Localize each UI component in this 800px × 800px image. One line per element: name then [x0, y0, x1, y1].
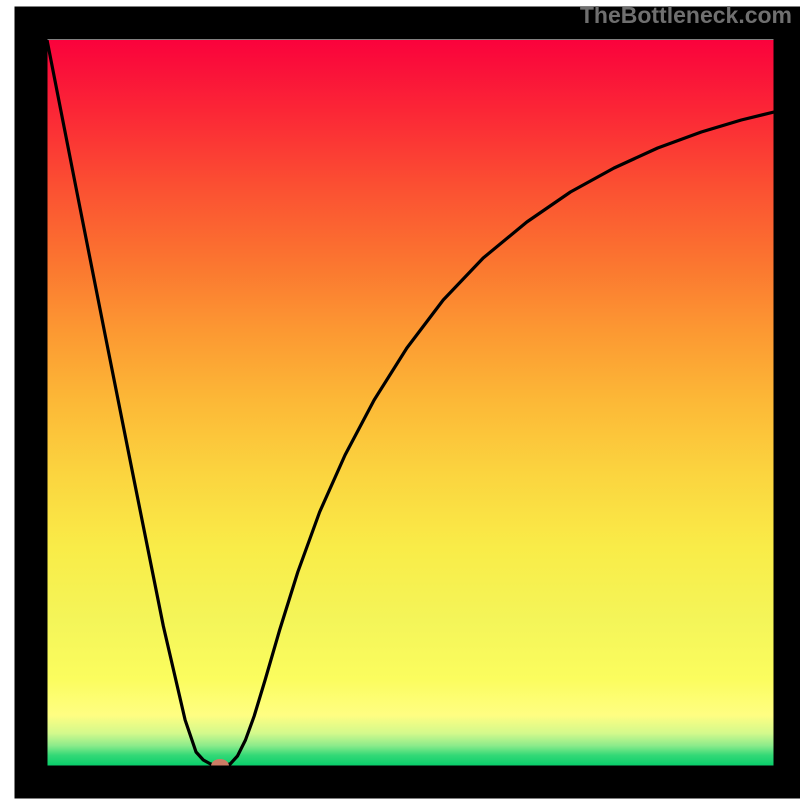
bottleneck-chart: TheBottleneck.com: [0, 0, 800, 800]
plot-background: [47, 40, 774, 766]
watermark-text: TheBottleneck.com: [580, 2, 792, 29]
chart-svg: [0, 0, 800, 800]
